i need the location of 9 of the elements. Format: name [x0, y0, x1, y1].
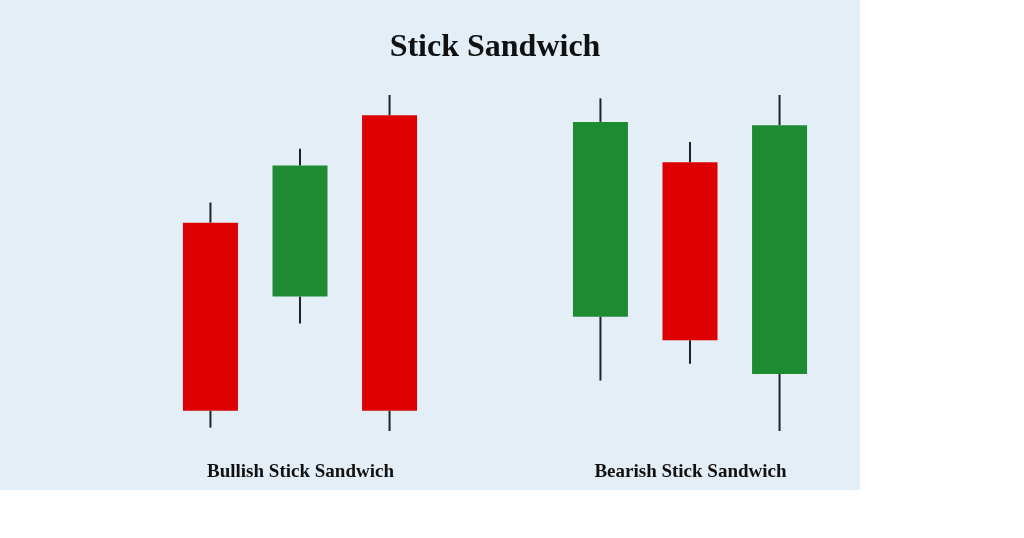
x-axis-title: Bearish Stick Sandwich	[594, 459, 788, 481]
candlestick	[572, 97, 628, 382]
candlestick	[662, 141, 718, 365]
chart-title: Stick Sandwich	[389, 27, 601, 63]
candlestick	[362, 94, 418, 432]
candlestick	[752, 94, 808, 432]
candlestick	[182, 201, 238, 429]
x-axis-title: Bullish Stick Sandwich	[207, 459, 395, 481]
candlestick	[272, 147, 328, 325]
